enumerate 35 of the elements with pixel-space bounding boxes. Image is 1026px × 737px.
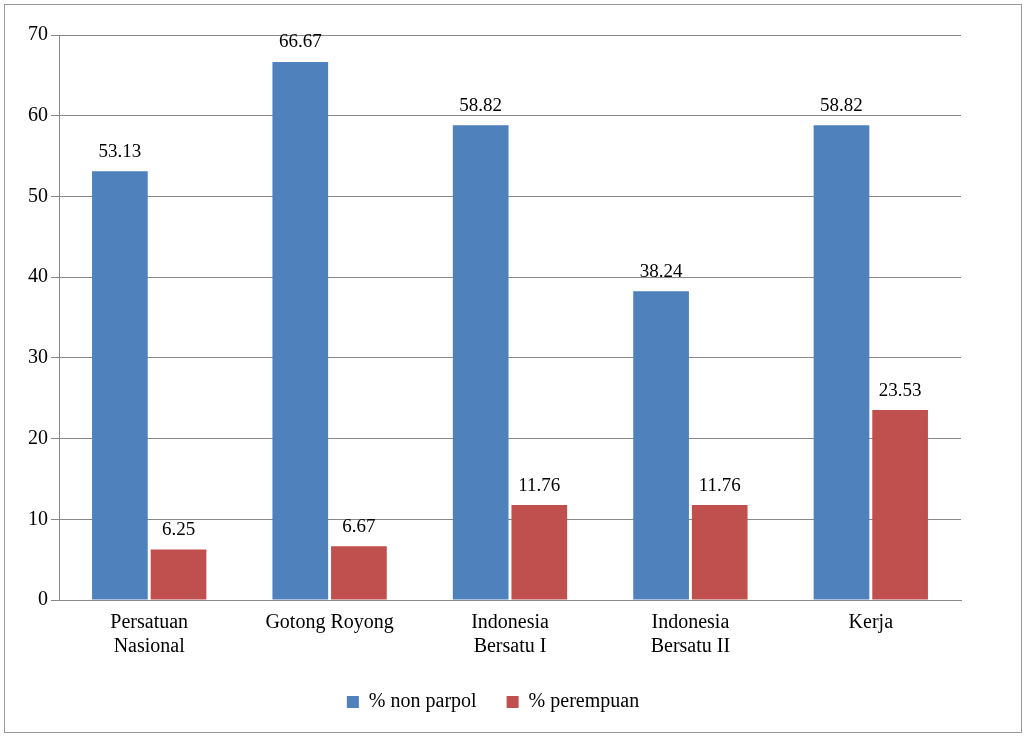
data-label: 11.76 [698, 473, 741, 495]
data-label: 58.82 [459, 93, 503, 115]
x-tick-label: Persatuan Nasional [110, 610, 189, 657]
bar [331, 546, 387, 600]
data-label: 6.25 [161, 518, 196, 540]
y-tick-label: 30 [28, 345, 48, 368]
bar [511, 505, 568, 600]
bar [452, 125, 509, 600]
data-label: 66.67 [278, 30, 322, 52]
data-label: 38.24 [639, 259, 683, 281]
x-tick-label: Kerja [848, 610, 894, 634]
data-label: 58.82 [820, 93, 863, 115]
bar [633, 291, 689, 600]
y-tick-label: 10 [28, 506, 48, 529]
y-tick-label: 40 [28, 264, 48, 287]
x-tick-label: Indonesia Bersatu II [650, 610, 731, 657]
x-tick-label: Gotong Royong [265, 610, 394, 634]
bar [691, 505, 748, 600]
data-label: 11.76 [518, 473, 561, 495]
y-tick-label: 20 [28, 425, 48, 448]
data-label: 23.53 [878, 378, 922, 400]
bar [872, 410, 928, 600]
legend-label: % non parpol [368, 689, 478, 713]
data-label: 6.67 [342, 514, 376, 536]
y-tick-label: 60 [28, 102, 48, 125]
bar [813, 125, 870, 600]
bar [272, 61, 329, 600]
y-tick-label: 70 [28, 22, 48, 45]
y-tick-label: 50 [28, 183, 48, 206]
x-tick-label: Indonesia Bersatu I [471, 610, 549, 657]
data-label: 53.13 [98, 139, 142, 161]
legend-label: % perempuan [528, 689, 640, 713]
bar [92, 171, 148, 600]
y-tick-label: 0 [38, 587, 48, 610]
bar [150, 549, 207, 600]
